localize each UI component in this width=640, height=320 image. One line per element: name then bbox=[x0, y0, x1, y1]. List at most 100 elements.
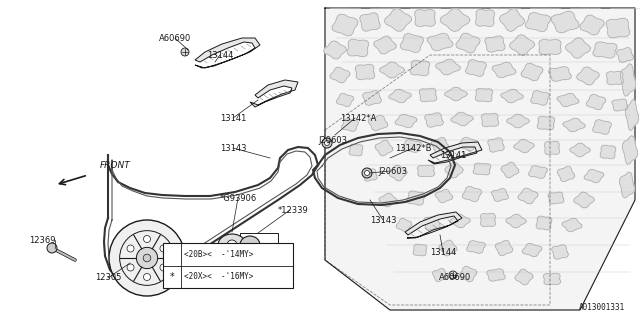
Polygon shape bbox=[463, 187, 482, 202]
Polygon shape bbox=[435, 189, 453, 203]
Polygon shape bbox=[616, 48, 634, 62]
Polygon shape bbox=[481, 213, 495, 227]
Polygon shape bbox=[481, 113, 499, 127]
Polygon shape bbox=[476, 10, 495, 27]
Text: 12369: 12369 bbox=[29, 236, 55, 244]
Text: J20603: J20603 bbox=[378, 166, 408, 175]
Polygon shape bbox=[566, 38, 591, 58]
Text: 13142*A: 13142*A bbox=[340, 114, 376, 123]
Polygon shape bbox=[410, 60, 429, 76]
Text: 13141: 13141 bbox=[440, 150, 466, 159]
Polygon shape bbox=[476, 88, 493, 102]
Polygon shape bbox=[349, 144, 363, 156]
Polygon shape bbox=[499, 9, 524, 31]
Polygon shape bbox=[574, 192, 595, 208]
Polygon shape bbox=[488, 138, 504, 152]
Polygon shape bbox=[586, 94, 606, 110]
Polygon shape bbox=[380, 62, 404, 78]
Polygon shape bbox=[330, 67, 350, 83]
Circle shape bbox=[449, 271, 457, 279]
Text: 13143: 13143 bbox=[370, 215, 396, 225]
Circle shape bbox=[362, 168, 372, 178]
FancyBboxPatch shape bbox=[240, 233, 278, 258]
Polygon shape bbox=[506, 214, 526, 228]
Polygon shape bbox=[495, 240, 513, 256]
Polygon shape bbox=[545, 141, 559, 155]
Polygon shape bbox=[484, 36, 505, 52]
Ellipse shape bbox=[240, 236, 260, 254]
Polygon shape bbox=[431, 137, 449, 153]
Circle shape bbox=[365, 171, 369, 175]
Polygon shape bbox=[518, 188, 538, 204]
Polygon shape bbox=[577, 67, 599, 85]
Polygon shape bbox=[433, 268, 447, 282]
Circle shape bbox=[160, 245, 167, 252]
Polygon shape bbox=[379, 193, 397, 207]
Polygon shape bbox=[509, 35, 534, 55]
Text: <20X><  -'16MY>: <20X>< -'16MY> bbox=[184, 272, 253, 281]
Polygon shape bbox=[389, 165, 407, 181]
Polygon shape bbox=[514, 139, 534, 153]
Polygon shape bbox=[440, 9, 470, 31]
Polygon shape bbox=[552, 245, 568, 259]
Text: A013001331: A013001331 bbox=[579, 303, 625, 312]
Polygon shape bbox=[419, 88, 436, 102]
Polygon shape bbox=[407, 191, 425, 205]
Polygon shape bbox=[612, 99, 628, 111]
Text: J20603: J20603 bbox=[319, 135, 348, 145]
Polygon shape bbox=[445, 87, 467, 101]
Polygon shape bbox=[515, 269, 533, 285]
Polygon shape bbox=[355, 64, 374, 80]
Polygon shape bbox=[424, 216, 440, 230]
Polygon shape bbox=[417, 165, 435, 177]
Polygon shape bbox=[465, 60, 486, 76]
Polygon shape bbox=[543, 273, 561, 285]
Polygon shape bbox=[536, 216, 552, 230]
Polygon shape bbox=[348, 39, 369, 57]
Polygon shape bbox=[467, 241, 485, 253]
Polygon shape bbox=[415, 10, 435, 26]
Polygon shape bbox=[487, 269, 505, 281]
Polygon shape bbox=[459, 267, 477, 282]
Polygon shape bbox=[557, 166, 575, 181]
Polygon shape bbox=[388, 89, 411, 103]
Polygon shape bbox=[521, 63, 543, 81]
Polygon shape bbox=[385, 9, 412, 31]
Circle shape bbox=[181, 48, 189, 56]
Polygon shape bbox=[363, 169, 377, 181]
Polygon shape bbox=[562, 218, 582, 232]
Polygon shape bbox=[435, 59, 460, 75]
Polygon shape bbox=[548, 67, 572, 81]
Circle shape bbox=[143, 236, 150, 243]
Text: *G93906: *G93906 bbox=[220, 194, 257, 203]
Polygon shape bbox=[622, 136, 637, 164]
Polygon shape bbox=[401, 34, 424, 52]
Polygon shape bbox=[625, 100, 639, 130]
Text: 12305: 12305 bbox=[95, 274, 121, 283]
Polygon shape bbox=[492, 189, 509, 201]
Polygon shape bbox=[342, 119, 358, 131]
Polygon shape bbox=[501, 162, 519, 178]
Polygon shape bbox=[450, 214, 470, 228]
Polygon shape bbox=[374, 36, 396, 54]
Polygon shape bbox=[451, 112, 473, 126]
Polygon shape bbox=[593, 42, 617, 58]
Circle shape bbox=[322, 138, 332, 148]
Text: FRONT: FRONT bbox=[100, 161, 131, 170]
Polygon shape bbox=[529, 166, 547, 178]
Polygon shape bbox=[606, 71, 623, 84]
Polygon shape bbox=[395, 115, 417, 128]
Text: 13143: 13143 bbox=[220, 143, 246, 153]
Polygon shape bbox=[250, 80, 298, 107]
Circle shape bbox=[127, 264, 134, 271]
Polygon shape bbox=[403, 140, 422, 152]
Polygon shape bbox=[425, 113, 444, 127]
Polygon shape bbox=[427, 33, 453, 51]
Polygon shape bbox=[557, 93, 579, 107]
Text: <20B><  -'14MY>: <20B>< -'14MY> bbox=[184, 250, 253, 259]
Text: 13141: 13141 bbox=[220, 114, 246, 123]
Circle shape bbox=[143, 274, 150, 281]
Polygon shape bbox=[428, 142, 482, 164]
Circle shape bbox=[47, 243, 57, 253]
Polygon shape bbox=[375, 140, 393, 156]
